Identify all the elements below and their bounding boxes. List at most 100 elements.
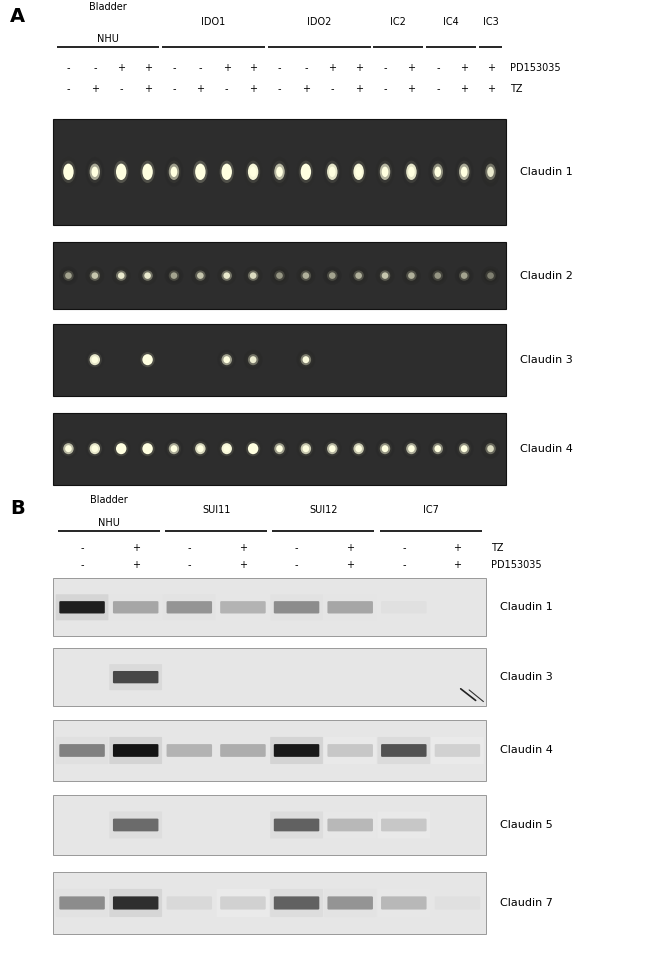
Ellipse shape [274,163,285,180]
Ellipse shape [455,156,474,186]
Ellipse shape [459,271,469,280]
Text: -: - [67,63,70,73]
Ellipse shape [434,273,441,279]
FancyBboxPatch shape [324,594,376,620]
Ellipse shape [352,269,366,282]
Ellipse shape [220,269,234,282]
Ellipse shape [65,273,72,279]
Ellipse shape [356,445,362,452]
Ellipse shape [116,444,127,454]
Ellipse shape [327,271,337,280]
Ellipse shape [144,356,151,363]
FancyBboxPatch shape [56,889,109,917]
Text: +: + [328,63,336,73]
Ellipse shape [323,439,342,459]
Text: SUI12: SUI12 [309,505,337,516]
Ellipse shape [459,163,469,180]
Ellipse shape [301,163,311,180]
Ellipse shape [167,269,181,282]
Ellipse shape [349,156,368,186]
Ellipse shape [408,445,415,452]
Ellipse shape [349,266,368,285]
Ellipse shape [191,266,210,285]
Text: PD153035: PD153035 [510,63,561,73]
Ellipse shape [272,269,287,282]
Ellipse shape [250,273,257,279]
Ellipse shape [404,160,419,183]
Text: IC2: IC2 [390,17,406,27]
FancyBboxPatch shape [381,897,426,909]
FancyBboxPatch shape [328,897,373,909]
Ellipse shape [140,160,155,183]
Text: -: - [199,63,202,73]
Ellipse shape [325,269,339,282]
Text: -: - [81,543,84,553]
Text: -: - [188,543,191,553]
FancyBboxPatch shape [56,594,109,620]
Ellipse shape [484,269,498,282]
Ellipse shape [376,266,395,285]
Text: -: - [330,84,334,94]
FancyBboxPatch shape [324,811,376,838]
Ellipse shape [457,160,471,183]
Bar [53,872,486,934]
Text: +: + [355,63,363,73]
Ellipse shape [270,156,289,186]
Ellipse shape [432,271,443,280]
Ellipse shape [299,160,313,183]
Ellipse shape [92,273,98,279]
Ellipse shape [171,273,177,279]
Ellipse shape [488,445,494,452]
Text: -: - [120,84,123,94]
Text: +: + [91,84,99,94]
Ellipse shape [90,444,100,454]
Ellipse shape [142,444,153,454]
Ellipse shape [246,269,260,282]
Text: Bladder: Bladder [90,494,128,505]
Ellipse shape [250,356,257,363]
Ellipse shape [220,442,234,456]
FancyBboxPatch shape [59,601,105,613]
Text: IC3: IC3 [483,17,499,27]
Text: SUI11: SUI11 [202,505,230,516]
Text: +: + [132,561,140,570]
Ellipse shape [301,354,311,365]
Ellipse shape [90,163,100,180]
Ellipse shape [272,442,287,456]
FancyBboxPatch shape [166,601,212,613]
Ellipse shape [402,266,421,285]
Ellipse shape [246,352,260,368]
FancyBboxPatch shape [378,737,430,764]
Ellipse shape [270,266,289,285]
FancyBboxPatch shape [381,819,426,831]
Ellipse shape [222,163,232,180]
Ellipse shape [169,163,179,180]
Ellipse shape [138,266,157,285]
Ellipse shape [118,273,125,279]
Text: Claudin 5: Claudin 5 [500,820,553,830]
FancyBboxPatch shape [113,897,159,909]
FancyBboxPatch shape [59,744,105,756]
Ellipse shape [461,273,467,279]
Ellipse shape [246,160,260,183]
Text: Claudin 1: Claudin 1 [500,602,553,612]
Ellipse shape [461,167,467,177]
FancyBboxPatch shape [328,601,373,613]
Ellipse shape [59,156,78,186]
Ellipse shape [356,167,362,177]
Ellipse shape [90,271,100,280]
Ellipse shape [169,271,179,280]
FancyBboxPatch shape [113,601,159,613]
FancyBboxPatch shape [431,737,484,764]
Ellipse shape [144,167,151,177]
Text: +: + [460,63,468,73]
Text: TZ: TZ [491,543,503,553]
FancyBboxPatch shape [328,744,373,756]
Ellipse shape [461,445,467,452]
Ellipse shape [92,356,98,363]
Text: Claudin 4: Claudin 4 [520,444,573,454]
Text: Claudin 7: Claudin 7 [500,898,553,908]
Text: +: + [249,84,257,94]
Ellipse shape [323,266,342,285]
Ellipse shape [88,352,102,368]
